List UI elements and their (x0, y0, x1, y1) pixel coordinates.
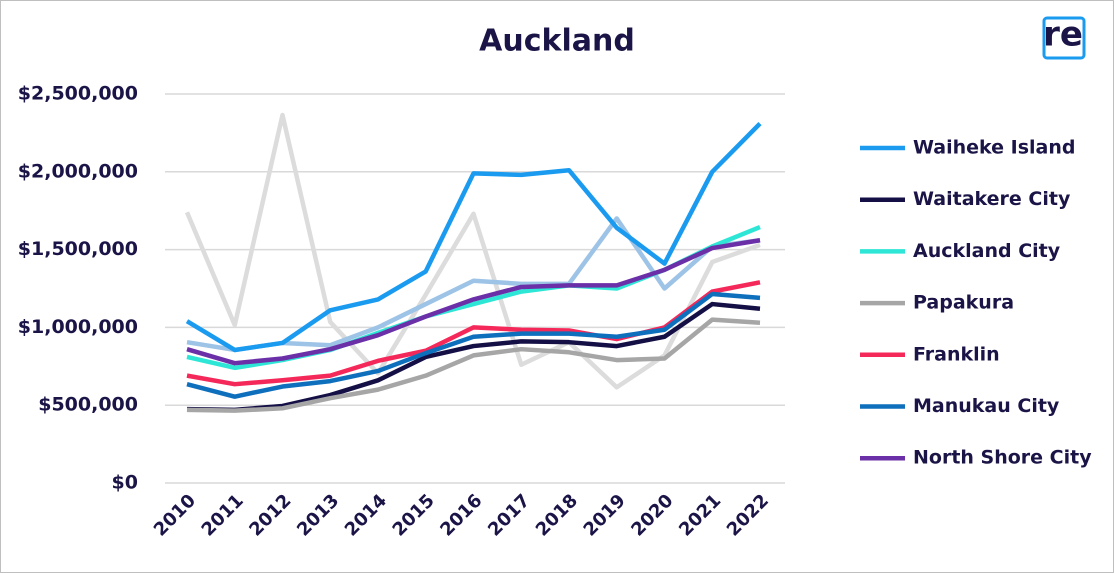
series-line (186, 317, 761, 413)
y-tick-label: $1,500,000 (18, 238, 138, 260)
legend-label: Papakura (913, 292, 1014, 314)
y-tick-label: $0 (112, 472, 138, 494)
legend-label: Waiheke Island (913, 137, 1076, 159)
series-line (186, 301, 761, 413)
legend-label: Waitakere City (913, 188, 1071, 210)
legend-label: Franklin (913, 343, 1000, 365)
series-line (186, 238, 761, 366)
logo-box (1042, 16, 1086, 60)
legend-label: Auckland City (913, 240, 1061, 262)
y-tick-label: $1,000,000 (18, 316, 138, 338)
series-line (184, 112, 761, 390)
series-line (185, 121, 762, 353)
chart-title: Auckland (479, 24, 635, 59)
legend-label: Manukau City (913, 395, 1060, 417)
logo: re (1043, 15, 1083, 55)
series-line (186, 291, 761, 399)
y-tick-label: $2,000,000 (18, 160, 138, 182)
y-tick-label: $500,000 (38, 394, 138, 416)
y-tick-label: $2,500,000 (18, 83, 138, 105)
legend-label: North Shore City (913, 447, 1092, 469)
